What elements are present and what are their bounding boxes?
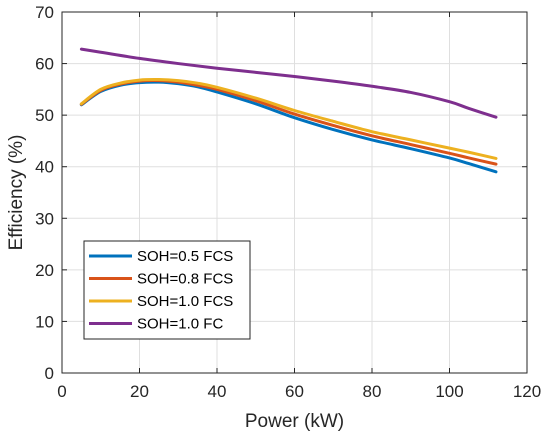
y-tick-label: 0 bbox=[45, 364, 54, 383]
legend-entry-label: SOH=1.0 FCS bbox=[137, 293, 233, 310]
series-lines bbox=[79, 47, 498, 174]
y-axis-label: Efficiency (%) bbox=[6, 135, 27, 251]
y-tick-label: 70 bbox=[35, 3, 54, 22]
series-line-3 bbox=[79, 78, 498, 160]
legend-entry-label: SOH=0.5 FCS bbox=[137, 248, 233, 265]
x-tick-label: 20 bbox=[130, 382, 149, 401]
x-tick-label: 120 bbox=[513, 382, 541, 401]
y-tick-label: 60 bbox=[35, 55, 54, 74]
axis-ticks: 0 20 40 60 80 100 120 0 10 20 30 40 50 60 70 bbox=[35, 3, 541, 401]
series-line-1 bbox=[79, 80, 498, 174]
x-axis-label: Power (kW) bbox=[245, 411, 344, 432]
x-tick-label: 40 bbox=[208, 382, 227, 401]
x-tick-label: 60 bbox=[285, 382, 304, 401]
y-tick-label: 40 bbox=[35, 158, 54, 177]
x-tick-label: 80 bbox=[363, 382, 382, 401]
legend: SOH=0.5 FCS SOH=0.8 FCS SOH=1.0 FCS SOH=1.0… bbox=[83, 240, 251, 340]
series-line-2 bbox=[79, 79, 498, 166]
x-tick-label: 0 bbox=[57, 382, 66, 401]
y-tick-label: 50 bbox=[35, 106, 54, 125]
legend-entry-label: SOH=0.8 FCS bbox=[137, 271, 233, 288]
x-tick-label: 100 bbox=[435, 382, 463, 401]
y-tick-label: 10 bbox=[35, 312, 54, 331]
series-line-4 bbox=[79, 47, 498, 119]
legend-entry-label: SOH=1.0 FC bbox=[137, 316, 223, 333]
y-tick-label: 30 bbox=[35, 209, 54, 228]
y-tick-label: 20 bbox=[35, 261, 54, 280]
